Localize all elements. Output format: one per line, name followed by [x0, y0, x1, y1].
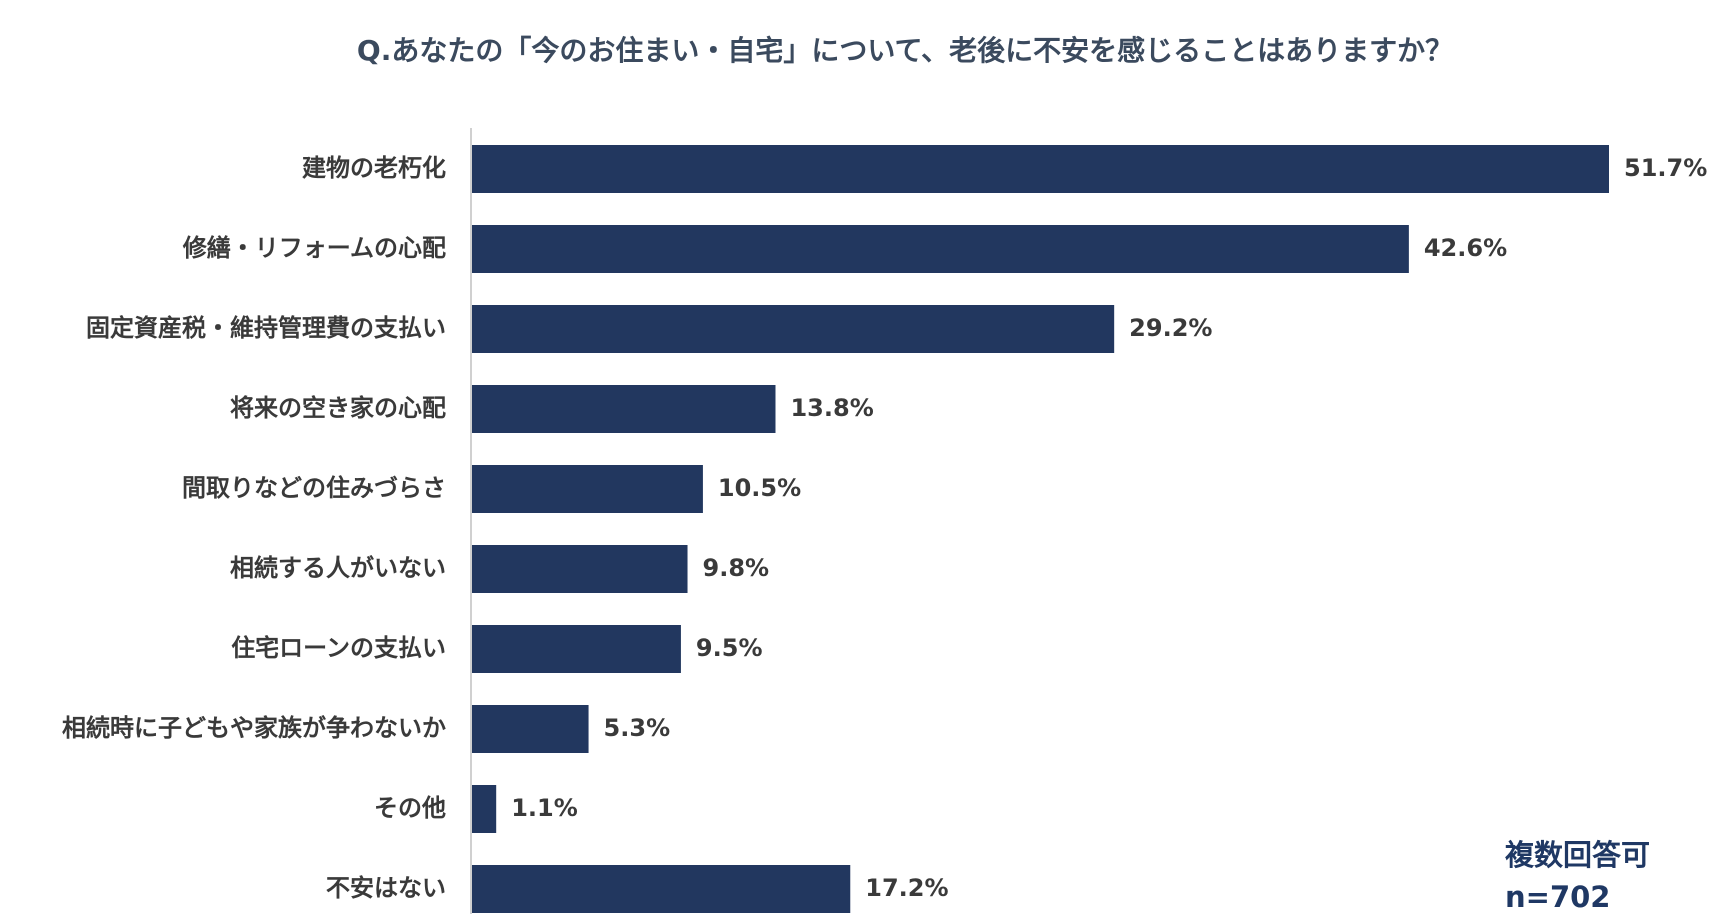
value-label-3: 29.2%	[1129, 314, 1212, 342]
value-label-6: 9.8%	[703, 554, 770, 582]
value-label-9: 1.1%	[511, 794, 578, 822]
bar-9	[472, 785, 497, 833]
value-label-4: 13.8%	[790, 394, 873, 422]
bar-10	[472, 865, 851, 913]
bar-7	[472, 625, 681, 673]
category-label-3: 固定資産税・維持管理費の支払い	[86, 314, 446, 342]
category-label-5: 間取りなどの住みづらさ	[182, 474, 446, 502]
bar-4	[472, 385, 776, 433]
sample-size-note: n=702	[1505, 880, 1610, 914]
value-label-7: 9.5%	[696, 634, 763, 662]
value-label-5: 10.5%	[718, 474, 801, 502]
value-label-8: 5.3%	[604, 714, 671, 742]
category-label-8: 相続時に子どもや家族が争わないか	[62, 714, 446, 742]
category-label-9: その他	[374, 794, 446, 822]
multiple-answers-note: 複数回答可	[1505, 838, 1650, 872]
value-label-10: 17.2%	[865, 874, 948, 902]
category-label-6: 相続する人がいない	[230, 554, 446, 582]
category-label-10: 不安はない	[326, 874, 446, 902]
value-label-1: 51.7%	[1624, 154, 1707, 182]
value-label-2: 42.6%	[1424, 234, 1507, 262]
bar-8	[472, 705, 589, 753]
chart-title: Q.あなたの「今のお住まい・自宅」について、老後に不安を感じることはありますか？	[357, 34, 1453, 67]
bars-group: 建物の老朽化 51.7% 修繕・リフォームの心配 42.6% 固定資産税・維持管理費の支…	[62, 145, 1707, 913]
bar-6	[472, 545, 688, 593]
category-label-4: 将来の空き家の心配	[230, 394, 446, 422]
bar-1	[472, 145, 1609, 193]
bar-2	[472, 225, 1409, 273]
category-label-7: 住宅ローンの支払い	[231, 634, 446, 662]
category-label-2: 修繕・リフォームの心配	[182, 234, 446, 262]
bar-3	[472, 305, 1115, 353]
bar-5	[472, 465, 703, 513]
category-label-1: 建物の老朽化	[302, 154, 446, 182]
